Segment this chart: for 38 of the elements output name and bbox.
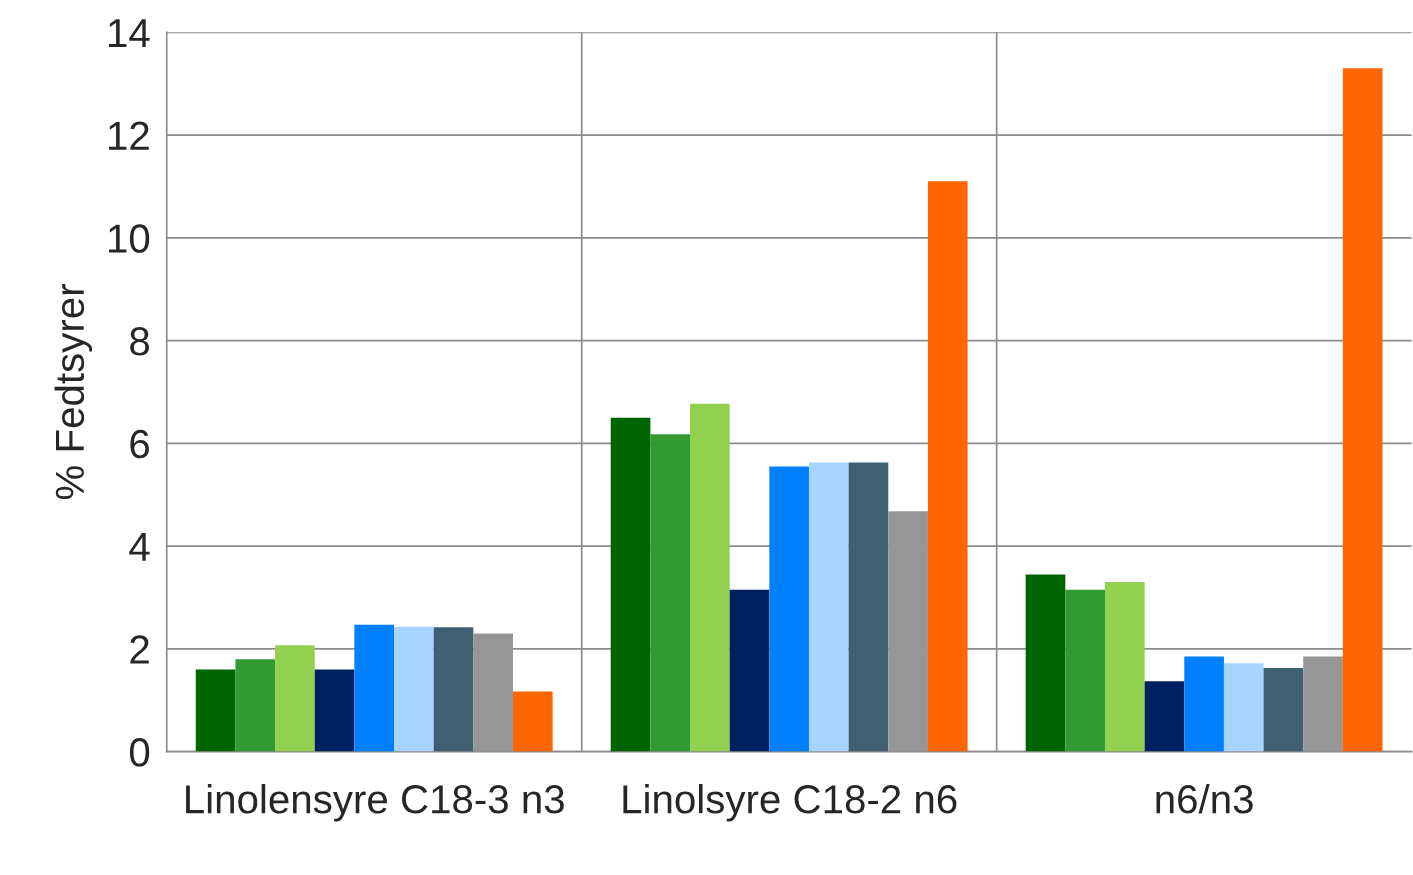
bar: [610, 417, 651, 752]
bar: [394, 626, 434, 752]
y-tick-label: 10: [109, 224, 150, 253]
bar: [235, 659, 276, 752]
bar: [927, 181, 968, 752]
bar: [1144, 681, 1185, 752]
bar: [195, 669, 236, 752]
y-axis-title: % Fedtsyrer: [54, 284, 93, 500]
y-tick-label: 4: [129, 533, 150, 561]
y-tick-label: 8: [130, 327, 150, 356]
bar: [354, 624, 395, 752]
bar: [1025, 574, 1066, 752]
bar: [1065, 589, 1105, 752]
bar: [888, 511, 928, 752]
bar: [1223, 663, 1264, 752]
bar: [848, 462, 889, 752]
y-tick-label: 0: [129, 738, 150, 767]
bar: [769, 466, 809, 752]
x-tick-label: n6/n3: [1156, 783, 1253, 814]
bar: [1104, 582, 1145, 752]
bar: [1263, 667, 1304, 752]
y-tick-label: 14: [109, 19, 150, 47]
bar: [433, 627, 474, 752]
x-tick-label: Linolsyre C18-2 n6: [623, 783, 957, 822]
bar: [650, 434, 691, 752]
bar: [729, 589, 770, 752]
y-tick-label: 2: [130, 635, 149, 664]
bar: [1184, 656, 1224, 752]
y-tick-label: 6: [130, 429, 149, 459]
bar: [314, 669, 355, 752]
bar: [808, 462, 849, 752]
x-tick-label: Linolensyre C18-3 n3: [186, 783, 564, 822]
bar: [512, 691, 553, 752]
bar: [275, 645, 315, 752]
y-tick-label: 12: [109, 121, 149, 150]
bar: [1342, 68, 1383, 752]
bar: [690, 403, 730, 752]
bar: [1303, 656, 1343, 752]
